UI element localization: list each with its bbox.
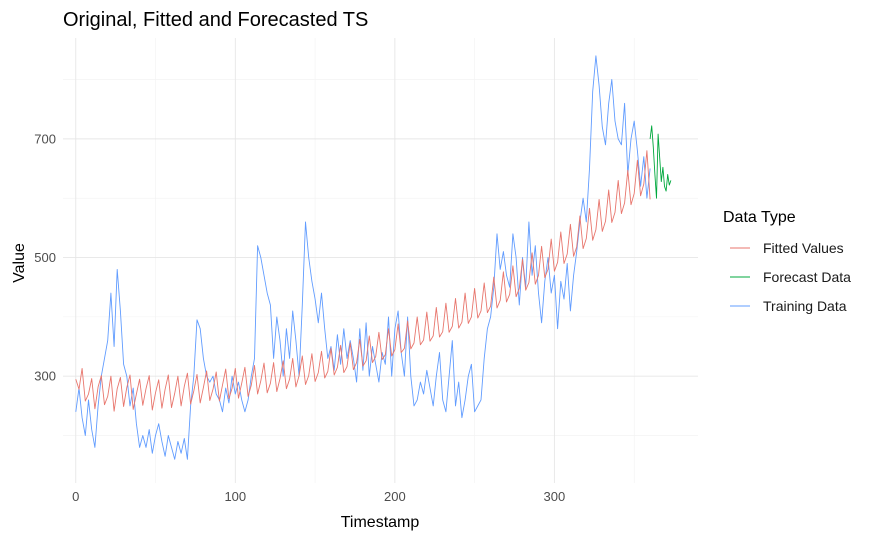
legend-label: Fitted Values [763,240,844,256]
legend-title: Data Type [723,209,796,226]
legend-item-training-data: Training Data [730,298,847,314]
forecast-data-line [649,125,672,199]
legend-item-fitted-values: Fitted Values [730,240,844,256]
legend: Data Type Fitted Values Forecast Data Trai… [723,209,851,314]
training-data-line [75,55,651,460]
y-tick-label: 500 [34,250,56,265]
legend-label: Forecast Data [763,269,851,285]
axis-ticks: 0 100 200 300 300 500 700 [34,131,565,504]
chart-title: Original, Fitted and Forecasted TS [63,9,368,31]
legend-item-forecast-data: Forecast Data [730,269,851,285]
y-tick-label: 300 [34,369,56,384]
y-tick-label: 700 [34,131,56,146]
x-tick-label: 300 [544,489,566,504]
y-axis-title: Value [11,243,28,283]
grid [63,38,698,483]
legend-label: Training Data [763,298,847,314]
plot-area [75,55,672,460]
x-tick-label: 200 [384,489,406,504]
x-axis-title: Timestamp [341,514,420,531]
fitted-values-line [75,150,651,412]
x-tick-label: 0 [72,489,79,504]
x-tick-label: 100 [224,489,246,504]
